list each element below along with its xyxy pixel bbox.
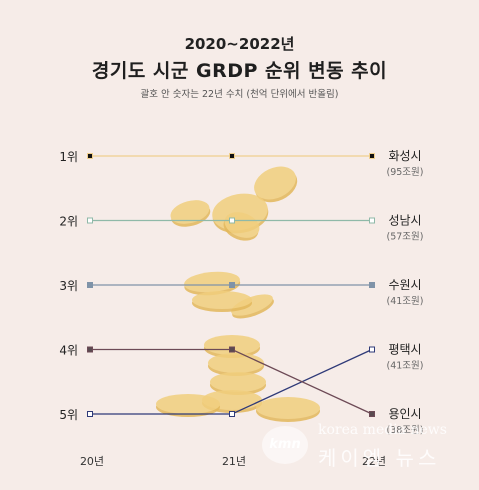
y-tick-label: 3위	[59, 279, 78, 293]
coin-icon	[192, 291, 252, 312]
coin-icon	[170, 200, 211, 227]
y-tick-label: 4위	[59, 344, 78, 358]
series-value-label: (41조원)	[387, 361, 424, 372]
series-value-label: (57조원)	[387, 232, 424, 243]
chart-period-title: 2020~2022년	[184, 35, 295, 53]
data-point	[87, 411, 93, 417]
series-label: 평택시	[388, 343, 421, 357]
data-point	[87, 282, 93, 288]
coin-icon	[156, 394, 220, 417]
chart-title: 경기도 시군 GRDP 순위 변동 추이	[91, 60, 388, 82]
x-tick-label: 20년	[80, 455, 104, 468]
data-point	[229, 153, 235, 159]
coin-illustration	[156, 166, 320, 422]
data-point	[87, 346, 93, 353]
data-point	[369, 346, 375, 353]
chart-subtitle: 괄호 안 숫자는 22년 수치 (천억 단위에서 반올림)	[140, 89, 339, 100]
series-label: 화성시	[388, 149, 421, 163]
y-tick-label: 1위	[59, 150, 78, 164]
data-point	[369, 217, 375, 224]
series-label: 성남시	[388, 214, 421, 228]
data-point	[229, 411, 235, 417]
data-point	[229, 282, 235, 288]
series-value-label: (41조원)	[387, 296, 424, 307]
x-tick-label: 22년	[362, 455, 386, 468]
series-value-label: (38조원)	[387, 425, 424, 436]
data-point	[87, 153, 93, 159]
series-label: 용인시	[388, 407, 421, 421]
y-tick-label: 2위	[59, 215, 78, 229]
data-point	[229, 217, 235, 224]
data-point	[87, 217, 93, 224]
coin-icon	[254, 166, 298, 203]
data-point	[369, 153, 375, 159]
data-point	[369, 411, 375, 417]
data-point	[229, 346, 235, 353]
data-point	[369, 282, 375, 288]
x-tick-label: 21년	[222, 455, 246, 468]
y-tick-label: 5위	[59, 408, 78, 422]
coin-icon	[256, 397, 320, 422]
series-label: 수원시	[388, 278, 421, 292]
coin-icon	[210, 372, 266, 395]
series-value-label: (95조원)	[387, 167, 424, 178]
coin-icon	[231, 294, 274, 319]
